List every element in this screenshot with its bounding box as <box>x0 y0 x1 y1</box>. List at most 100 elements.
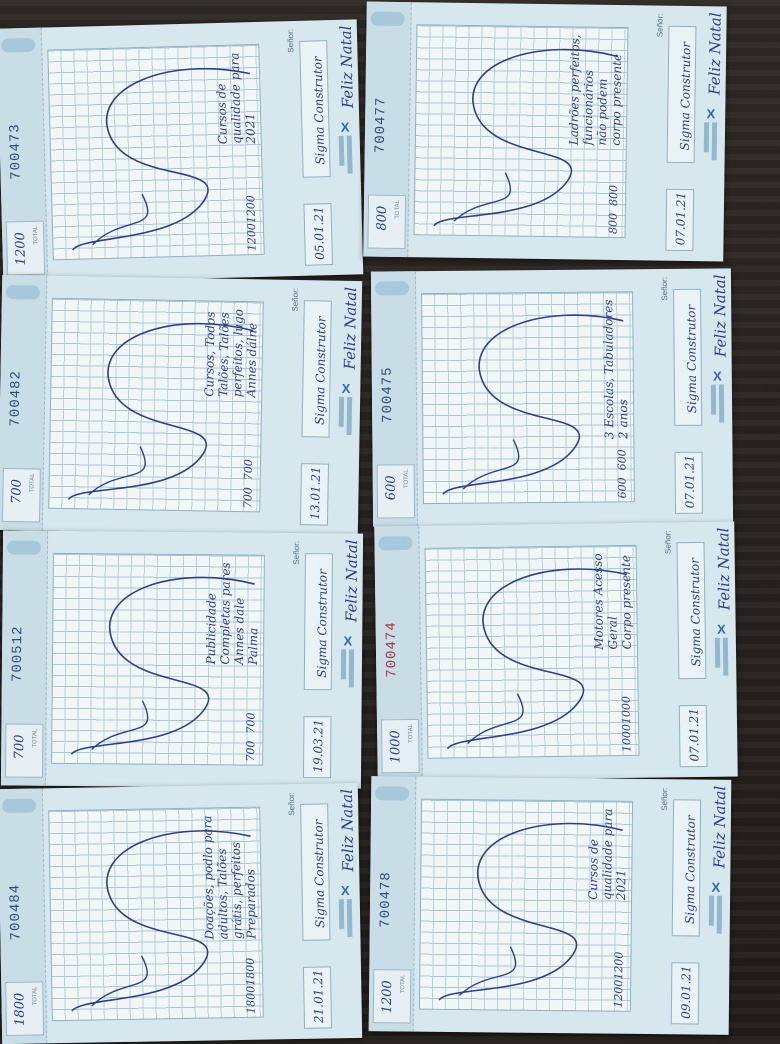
logo-icon <box>378 535 413 551</box>
senor-label: Señor: <box>659 787 670 811</box>
item-price: 1200 <box>611 979 626 1008</box>
receipt-700474: 700474 TOTAL 1000 Motores Acesso Geral C… <box>374 521 738 782</box>
logo-icon <box>5 284 41 300</box>
item-description: Cursos, Todos Talões, Talões perfeitos, … <box>202 308 260 398</box>
senor-label: Señor: <box>290 287 301 312</box>
receipt-stub: 700475 TOTAL 600 <box>370 271 419 527</box>
item-price: 1000 <box>620 723 634 753</box>
item-price: 1800 <box>244 985 258 1014</box>
date-value: 07.01.21 <box>673 191 689 245</box>
item-price: 700 <box>244 740 258 762</box>
total-label: TOTAL <box>29 473 36 493</box>
void-scribble <box>48 807 264 1022</box>
senor-label: Señor: <box>291 540 302 565</box>
receipt-700482: 700482 TOTAL 700 Cursos, Todos Talões, T… <box>0 274 363 537</box>
total-label: TOTAL <box>32 986 39 1006</box>
customer-name: Sigma Construtor <box>311 819 328 929</box>
date-value: 13.01.21 <box>308 465 323 520</box>
total-label: TOTAL <box>394 199 402 219</box>
greeting-text: Feliz Natal <box>710 274 730 358</box>
total-value: 1200 <box>379 980 396 1014</box>
item-price: 700 <box>241 487 255 509</box>
serial-number: 700477 <box>372 96 390 154</box>
receipt-700475: 700475 TOTAL 600 3 Escolas, Tabuladores … <box>370 268 734 527</box>
item-description: Doações, podlo para adultos, Talões grát… <box>200 815 259 940</box>
date-value: 07.01.21 <box>686 707 702 762</box>
item-amount: 1200 <box>612 951 626 980</box>
total-box: TOTAL 1200 <box>5 220 46 276</box>
serial-number: 700478 <box>377 871 395 928</box>
company-seal-icon: X <box>695 106 720 166</box>
customer-name: Sigma Construtor <box>310 56 328 165</box>
total-value: 1200 <box>13 232 29 266</box>
customer-name: Sigma Construtor <box>687 557 704 667</box>
logo-icon <box>0 37 36 53</box>
senor-label: Señor: <box>285 28 296 53</box>
item-amount: 700 <box>244 712 258 734</box>
date-value: 19.03.21 <box>311 718 326 773</box>
item-price: 1200 <box>244 222 259 252</box>
total-value: 1800 <box>12 992 28 1027</box>
total-value: 1000 <box>388 730 404 764</box>
customer-name: Sigma Construtor <box>684 304 700 414</box>
greeting-text: Feliz Natal <box>705 12 725 96</box>
company-seal-icon: X <box>332 633 357 693</box>
senor-label: Señor: <box>655 13 665 38</box>
date-value: 21.01.21 <box>310 969 326 1023</box>
total-value: 700 <box>12 734 28 760</box>
date-value: 07.01.21 <box>682 454 697 508</box>
void-scribble <box>51 553 265 766</box>
receipt-stub: 700484 TOTAL 1800 <box>0 788 48 1044</box>
receipt-700478: 700478 TOTAL 1200 Cursos de qualidade pa… <box>368 776 732 1035</box>
logo-icon <box>374 281 410 296</box>
total-box: TOTAL 600 <box>376 464 416 519</box>
receipt-stub: 700477 TOTAL 800 <box>363 1 412 258</box>
void-scribble <box>425 545 640 759</box>
receipt-700484: 700484 TOTAL 1800 Doações, podlo para ad… <box>0 782 363 1044</box>
total-label: TOTAL <box>400 974 407 994</box>
company-seal-icon: X <box>329 381 354 441</box>
item-price: 600 <box>615 477 629 499</box>
void-scribble <box>421 291 635 504</box>
item-amount: 1200 <box>244 194 258 224</box>
item-amount: 800 <box>606 184 621 207</box>
total-box: TOTAL 800 <box>367 194 407 250</box>
item-price: 800 <box>606 212 620 235</box>
greeting-text: Feliz Natal <box>337 788 358 872</box>
item-amount: 1800 <box>243 957 258 986</box>
receipt-stub: 700482 TOTAL 700 <box>0 274 48 531</box>
greeting-text: Feliz Natal <box>336 25 357 109</box>
item-description: Cursos de qualidade para 2021 <box>214 52 258 145</box>
total-box: TOTAL 700 <box>4 723 44 778</box>
serial-number: 700484 <box>7 883 25 941</box>
customer-name: Sigma Construtor <box>682 815 698 924</box>
customer-name: Sigma Construtor <box>677 41 694 151</box>
receipt-stub: 700473 TOTAL 1200 <box>0 27 49 284</box>
item-description: 3 Escolas, Tabuladores 2 anos <box>601 299 631 440</box>
logo-icon <box>370 11 405 27</box>
company-seal-icon: X <box>702 368 727 428</box>
logo-icon <box>6 540 42 555</box>
senor-label: Señor: <box>286 791 297 816</box>
date-value: 05.01.21 <box>311 205 327 260</box>
greeting-text: Feliz Natal <box>342 539 362 623</box>
greeting-text: Feliz Natal <box>340 286 361 370</box>
serial-number: 700475 <box>379 366 397 423</box>
total-label: TOTAL <box>403 469 410 489</box>
company-seal-icon: X <box>706 622 731 682</box>
total-value: 800 <box>374 205 390 231</box>
total-value: 700 <box>9 479 25 505</box>
void-scribble <box>414 24 629 238</box>
receipt-700477: 700477 TOTAL 800 Ladrões perfeitos, func… <box>363 1 727 262</box>
receipt-stub: 700478 TOTAL 1200 <box>368 776 417 1032</box>
receipt-stub: 700512 TOTAL 700 <box>0 530 49 786</box>
senor-label: Señor: <box>663 530 673 555</box>
item-description: Cursos de qualidade para 2021 <box>586 808 629 901</box>
total-label: TOTAL <box>32 225 40 245</box>
total-box: TOTAL 1200 <box>372 969 412 1024</box>
date-value: 09.01.21 <box>678 964 694 1019</box>
item-description: Motores Acesso Geral Corpo presente <box>590 553 634 650</box>
customer-name: Sigma Construtor <box>314 569 330 678</box>
company-seal-icon: X <box>329 883 354 943</box>
customer-name: Sigma Construtor <box>312 316 329 426</box>
